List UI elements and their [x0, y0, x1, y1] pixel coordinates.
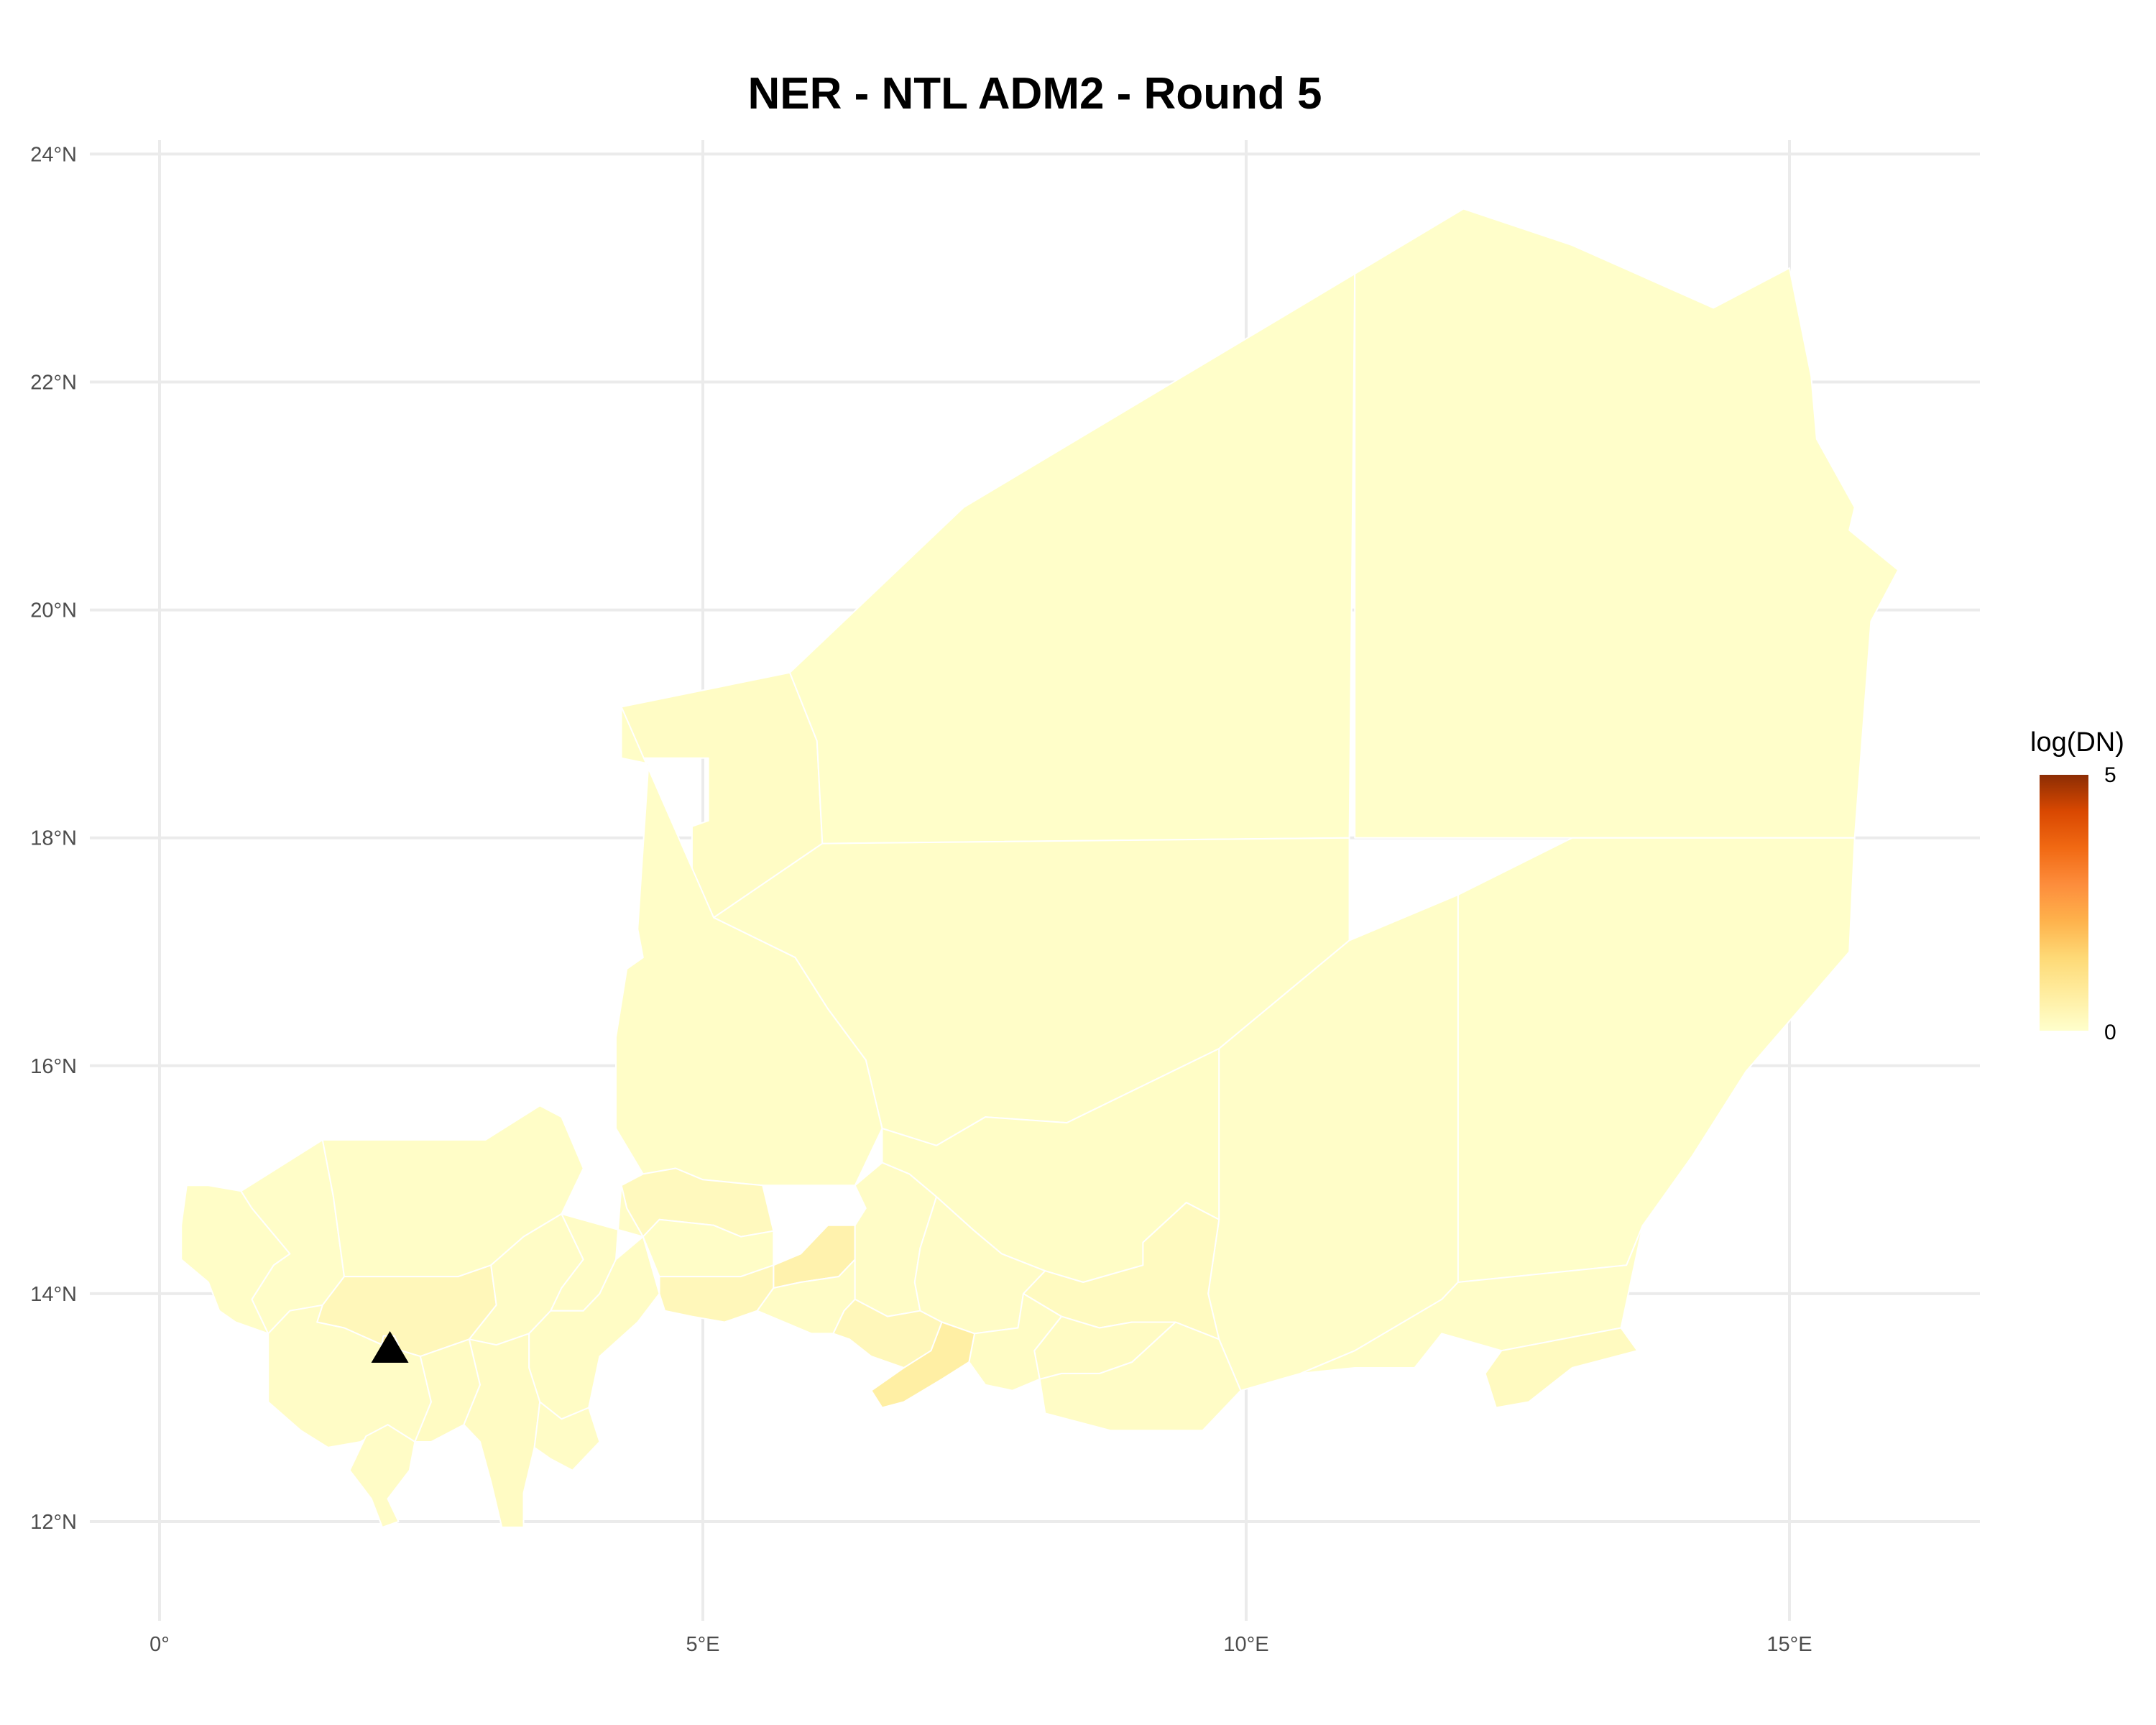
y-tick-label: 20°N: [30, 599, 77, 622]
district-region: [1484, 1327, 1639, 1409]
y-tick-label: 18°N: [30, 827, 77, 850]
x-tick-label: 0°: [149, 1633, 170, 1656]
x-tick-label: 15°E: [1766, 1633, 1812, 1656]
legend: log(DN) 5 0: [2030, 727, 2124, 1044]
capital-marker: [371, 1331, 409, 1363]
district-region: [1299, 1224, 1644, 1374]
district-region: [533, 1401, 601, 1471]
legend-max-label: 5: [2104, 763, 2116, 787]
map-title: NER - NTL ADM2 - Round 5: [747, 69, 1322, 119]
legend-min-label: 0: [2104, 1021, 2116, 1044]
district-region: [463, 1333, 541, 1528]
district-region: [789, 272, 1356, 845]
axis-labels: 0° 5°E 10°E 15°E 12°N 14°N 16°N 18°N 20°N 22°N 24°…: [30, 143, 1812, 1656]
y-tick-label: 12°N: [30, 1511, 77, 1534]
x-tick-label: 5°E: [686, 1633, 719, 1656]
x-tick-label: 10°E: [1223, 1633, 1268, 1656]
legend-title: log(DN): [2030, 727, 2124, 758]
y-tick-label: 22°N: [30, 372, 77, 395]
district-region: [1354, 208, 1899, 839]
district-region: [870, 1321, 975, 1409]
legend-colorbar: [2040, 775, 2088, 1031]
y-tick-label: 24°N: [30, 143, 77, 166]
district-polygons: [180, 208, 1899, 1528]
y-tick-label: 14°N: [30, 1283, 77, 1306]
y-tick-label: 16°N: [30, 1055, 77, 1078]
capital-triangle-marker: [371, 1331, 409, 1363]
district-region: [349, 1424, 416, 1528]
